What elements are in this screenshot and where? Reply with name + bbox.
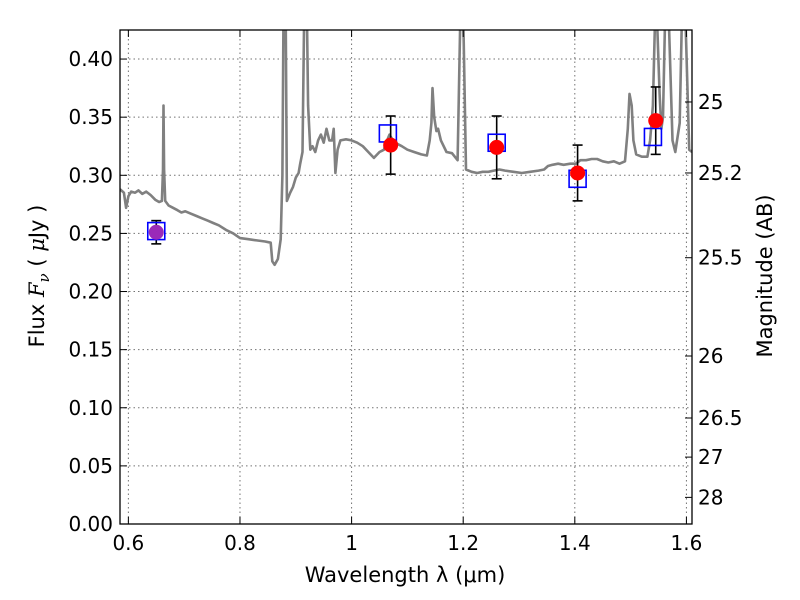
y-axis-label: Flux Fν ( μJy )	[25, 205, 53, 348]
observed-flux-point	[383, 137, 399, 153]
synthetic-flux-square	[643, 127, 663, 147]
ylabel-symbol-mu: μ	[25, 238, 49, 252]
observed-flux-point	[489, 139, 505, 155]
ylabel-subscript-nu: ν	[35, 273, 53, 282]
observed-flux-point	[570, 165, 586, 181]
x-tick-label: 1	[345, 531, 358, 555]
right-tick-label: 25	[698, 90, 723, 114]
right-tick-label: 26.5	[698, 406, 743, 430]
observed-flux-point	[648, 113, 664, 129]
observed-flux-point	[148, 224, 164, 240]
y-tick-label: 0.25	[68, 221, 113, 245]
x-tick-label: 1.2	[447, 531, 479, 555]
model-spectrum	[120, 30, 692, 267]
right-tick-label: 26	[698, 344, 723, 368]
y-axis-label-right: Magnitude (AB)	[753, 194, 777, 357]
y-tick-label: 0.00	[68, 512, 113, 536]
ylabel-unit: (	[25, 252, 49, 274]
y-tick-label: 0.15	[68, 338, 113, 362]
y-tick-label: 0.20	[68, 280, 113, 304]
right-tick-label: 28	[698, 485, 723, 509]
data-markers	[146, 86, 664, 245]
x-tick-label: 0.6	[112, 531, 144, 555]
right-tick-label: 25.5	[698, 246, 743, 270]
y-tick-label: 0.05	[68, 454, 113, 478]
model-spectrum-line	[120, 30, 692, 267]
y-tick-label: 0.35	[68, 105, 113, 129]
right-tick-label: 27	[698, 445, 723, 469]
y-tick-label: 0.40	[68, 47, 113, 71]
x-tick-label: 0.8	[224, 531, 256, 555]
plot-frame	[119, 29, 693, 525]
axis-ticks: 0.6 0.8 1 1.2 1.4 1.6 0.00 0.05 0.10 0.15 0.20 0.25…	[68, 30, 743, 555]
x-tick-label: 1.6	[671, 531, 703, 555]
y-tick-label: 0.30	[68, 163, 113, 187]
y-tick-label: 0.10	[68, 396, 113, 420]
x-tick-label: 1.4	[559, 531, 591, 555]
ylabel-symbol-f: F	[25, 281, 49, 298]
plot-border	[119, 29, 693, 525]
right-tick-label: 25.2	[698, 161, 743, 185]
x-axis-label: Wavelength λ (μm)	[305, 563, 506, 587]
